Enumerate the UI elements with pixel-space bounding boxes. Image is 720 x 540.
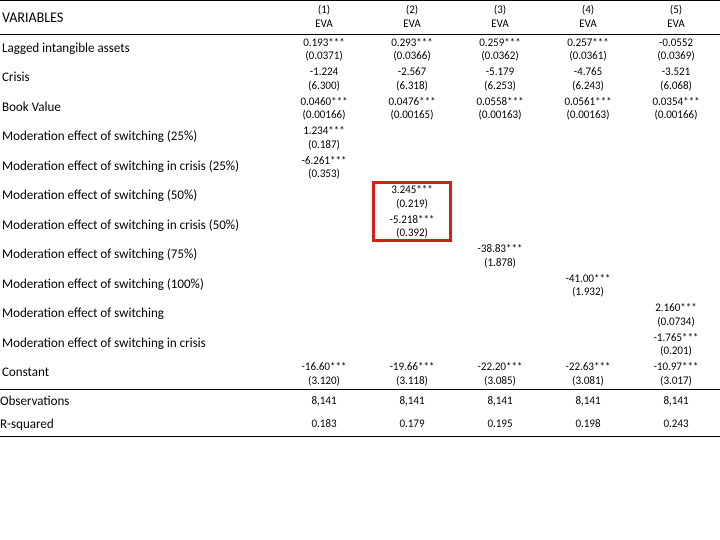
cell-value	[280, 241, 368, 271]
stat-value: 8,141	[368, 390, 456, 413]
cell-value	[456, 300, 544, 330]
cell-value: 2.160***(0.0734)	[632, 300, 720, 330]
cell-value: 0.257***(0.0361)	[544, 34, 632, 64]
cell-value	[456, 271, 544, 301]
var-label: Moderation effect of switching (100%)	[0, 271, 280, 301]
cell-value	[632, 123, 720, 153]
cell-value: -16.60***(3.120)	[280, 359, 368, 389]
cell-value: -38.83***(1.878)	[456, 241, 544, 271]
cell-value: -0.0552(0.0369)	[632, 34, 720, 64]
cell-value	[632, 153, 720, 183]
cell-value: 0.0558***(0.00163)	[456, 94, 544, 124]
cell-value	[632, 271, 720, 301]
cell-value	[280, 212, 368, 242]
var-label: Moderation effect of switching (75%)	[0, 241, 280, 271]
cell-value	[456, 123, 544, 153]
cell-value: 0.259***(0.0362)	[456, 34, 544, 64]
cell-value: -1.765***(0.201)	[632, 330, 720, 360]
cell-value	[456, 212, 544, 242]
var-label: Constant	[0, 359, 280, 389]
cell-value	[456, 330, 544, 360]
stat-value: 8,141	[456, 390, 544, 413]
var-label: Moderation effect of switching (50%)	[0, 182, 280, 212]
cell-value	[632, 212, 720, 242]
cell-value: 0.293***(0.0366)	[368, 34, 456, 64]
stat-value: 8,141	[632, 390, 720, 413]
cell-value	[368, 241, 456, 271]
cell-value	[368, 123, 456, 153]
cell-value: 3.245***(0.219)	[368, 182, 456, 212]
cell-value	[544, 212, 632, 242]
var-label: Crisis	[0, 64, 280, 94]
cell-value	[280, 300, 368, 330]
stat-label: R-squared	[0, 413, 280, 437]
cell-value: -22.20***(3.085)	[456, 359, 544, 389]
header-col-3: (3)EVA	[456, 1, 544, 35]
stat-value: 0.195	[456, 413, 544, 437]
header-col-1: (1)EVA	[280, 1, 368, 35]
cell-value: -10.97***(3.017)	[632, 359, 720, 389]
cell-value	[280, 271, 368, 301]
cell-value	[368, 330, 456, 360]
var-label: Lagged intangible assets	[0, 34, 280, 64]
stat-value: 0.183	[280, 413, 368, 437]
cell-value	[632, 241, 720, 271]
cell-value	[280, 330, 368, 360]
cell-value	[456, 182, 544, 212]
cell-value: -6.261***(0.353)	[280, 153, 368, 183]
stat-value: 8,141	[544, 390, 632, 413]
cell-value: 0.0561***(0.00163)	[544, 94, 632, 124]
cell-value	[544, 330, 632, 360]
cell-value: -22.63***(3.081)	[544, 359, 632, 389]
cell-value	[368, 271, 456, 301]
cell-value	[544, 300, 632, 330]
cell-value: -19.66***(3.118)	[368, 359, 456, 389]
cell-value	[456, 153, 544, 183]
var-label: Moderation effect of switching	[0, 300, 280, 330]
cell-value	[280, 182, 368, 212]
cell-value: 0.0476***(0.00165)	[368, 94, 456, 124]
var-label: Moderation effect of switching in crisis…	[0, 153, 280, 183]
cell-value: -1.224(6.300)	[280, 64, 368, 94]
cell-value	[368, 153, 456, 183]
cell-value: -4.765(6.243)	[544, 64, 632, 94]
cell-value	[632, 182, 720, 212]
cell-value: 0.0460***(0.00166)	[280, 94, 368, 124]
stat-label: Observations	[0, 390, 280, 413]
stat-value: 0.179	[368, 413, 456, 437]
stat-value: 8,141	[280, 390, 368, 413]
header-col-2: (2)EVA	[368, 1, 456, 35]
var-label: Moderation effect of switching in crisis…	[0, 212, 280, 242]
cell-value: -41.00***(1.932)	[544, 271, 632, 301]
var-label: Moderation effect of switching in crisis	[0, 330, 280, 360]
stat-value: 0.198	[544, 413, 632, 437]
cell-value	[544, 241, 632, 271]
cell-value	[544, 123, 632, 153]
header-col-4: (4)EVA	[544, 1, 632, 35]
stat-value: 0.243	[632, 413, 720, 437]
cell-value	[544, 182, 632, 212]
header-variables: VARIABLES	[0, 1, 280, 35]
cell-value: 0.0354***(0.00166)	[632, 94, 720, 124]
cell-value: -5.218***(0.392)	[368, 212, 456, 242]
cell-value	[368, 300, 456, 330]
regression-table: VARIABLES(1)EVA(2)EVA(3)EVA(4)EVA(5)EVA L…	[0, 0, 720, 437]
cell-value: -2.567(6.318)	[368, 64, 456, 94]
cell-value: -5.179(6.253)	[456, 64, 544, 94]
header-col-5: (5)EVA	[632, 1, 720, 35]
var-label: Moderation effect of switching (25%)	[0, 123, 280, 153]
cell-value: 0.193***(0.0371)	[280, 34, 368, 64]
cell-value: -3.521(6.068)	[632, 64, 720, 94]
cell-value: 1.234***(0.187)	[280, 123, 368, 153]
var-label: Book Value	[0, 94, 280, 124]
cell-value	[544, 153, 632, 183]
